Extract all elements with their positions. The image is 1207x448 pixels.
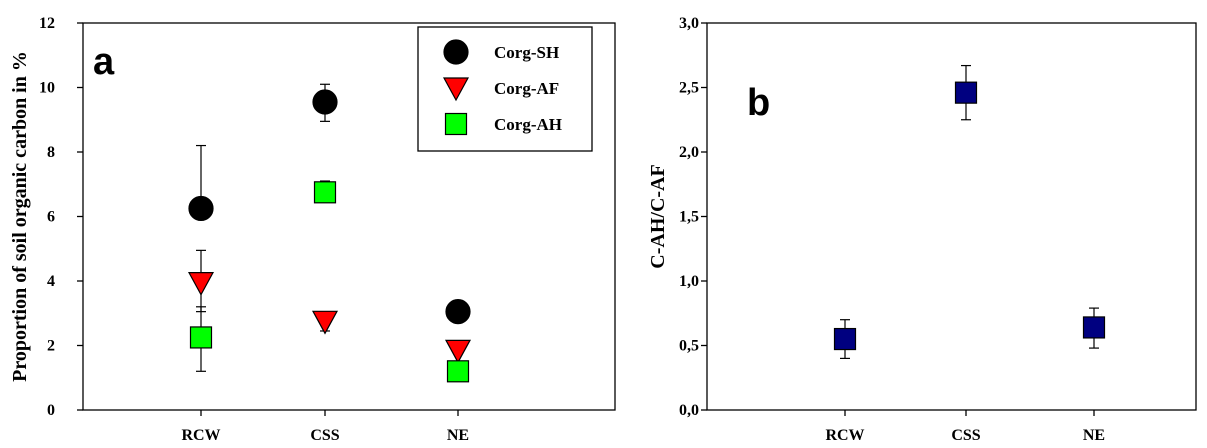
panel-label: b [747, 82, 770, 124]
series-s0 [840, 64, 1099, 359]
y-tick-label: 1,5 [679, 209, 699, 226]
x-tick-label: NE [447, 427, 469, 444]
x-tick-label: CSS [310, 427, 339, 444]
data-point [954, 81, 978, 104]
y-tick-label: 2,0 [679, 144, 699, 161]
legend: Corg-SH Corg-AF Corg-AH [417, 26, 593, 152]
data-point [187, 272, 215, 296]
legend-label: Corg-AF [494, 79, 559, 98]
y-tick-label: 10 [39, 80, 55, 97]
y-tick-label: 0,0 [679, 402, 699, 419]
y-tick-label: 0,5 [679, 338, 699, 355]
y-tick-label: 0 [47, 402, 55, 419]
y-tick-label: 2 [47, 338, 55, 355]
legend-label: Corg-SH [494, 43, 559, 62]
panel-b: 0,0 0,5 1,0 1,5 2,0 2,5 3,0 RCW CSS NE C-AH/C-AF b [647, 15, 1197, 444]
y-tick-label: 6 [47, 209, 55, 226]
legend-label: Corg-AH [494, 115, 562, 134]
data-point [446, 360, 470, 383]
legend-marker [444, 112, 468, 136]
y-tick-label: 12 [39, 15, 55, 32]
legend-box [417, 26, 593, 152]
plot-frame [706, 22, 1197, 411]
data-point [444, 339, 472, 364]
y-tick-label: 1,0 [679, 273, 699, 290]
data-point [189, 326, 213, 349]
y-tick-label: 8 [47, 144, 55, 161]
data-point [445, 299, 471, 325]
data-point [313, 181, 337, 204]
panel-label: a [93, 41, 115, 83]
y-tick-label: 3,0 [679, 15, 699, 32]
data-point [1082, 316, 1106, 339]
panel-a: 0 2 4 6 8 10 12 RCW CSS NE Proportion of soil orga… [9, 15, 616, 444]
data-point [188, 195, 214, 222]
markers-Corg-AF [187, 272, 472, 364]
x-tick-label: RCW [825, 427, 864, 444]
y-axis-label: C-AH/C-AF [647, 164, 669, 268]
x-tick-label: RCW [181, 427, 220, 444]
data-point [833, 327, 857, 351]
y-tick-label: 4 [47, 273, 55, 290]
data-point [312, 89, 338, 115]
x-tick-label: NE [1083, 427, 1105, 444]
series-Corg-AF [196, 249, 330, 332]
markers-Corg-AH [189, 181, 470, 383]
series-Corg-AH [196, 180, 330, 372]
markers-s0 [833, 81, 1106, 351]
legend-marker [442, 77, 470, 102]
series-Corg-SH [196, 83, 330, 209]
y-tick-label: 2,5 [679, 80, 699, 97]
markers-Corg-SH [188, 89, 471, 325]
data-point [311, 310, 339, 335]
y-axis-label: Proportion of soil organic carbon in % [9, 51, 31, 382]
legend-marker [443, 39, 469, 65]
x-tick-label: CSS [951, 427, 980, 444]
